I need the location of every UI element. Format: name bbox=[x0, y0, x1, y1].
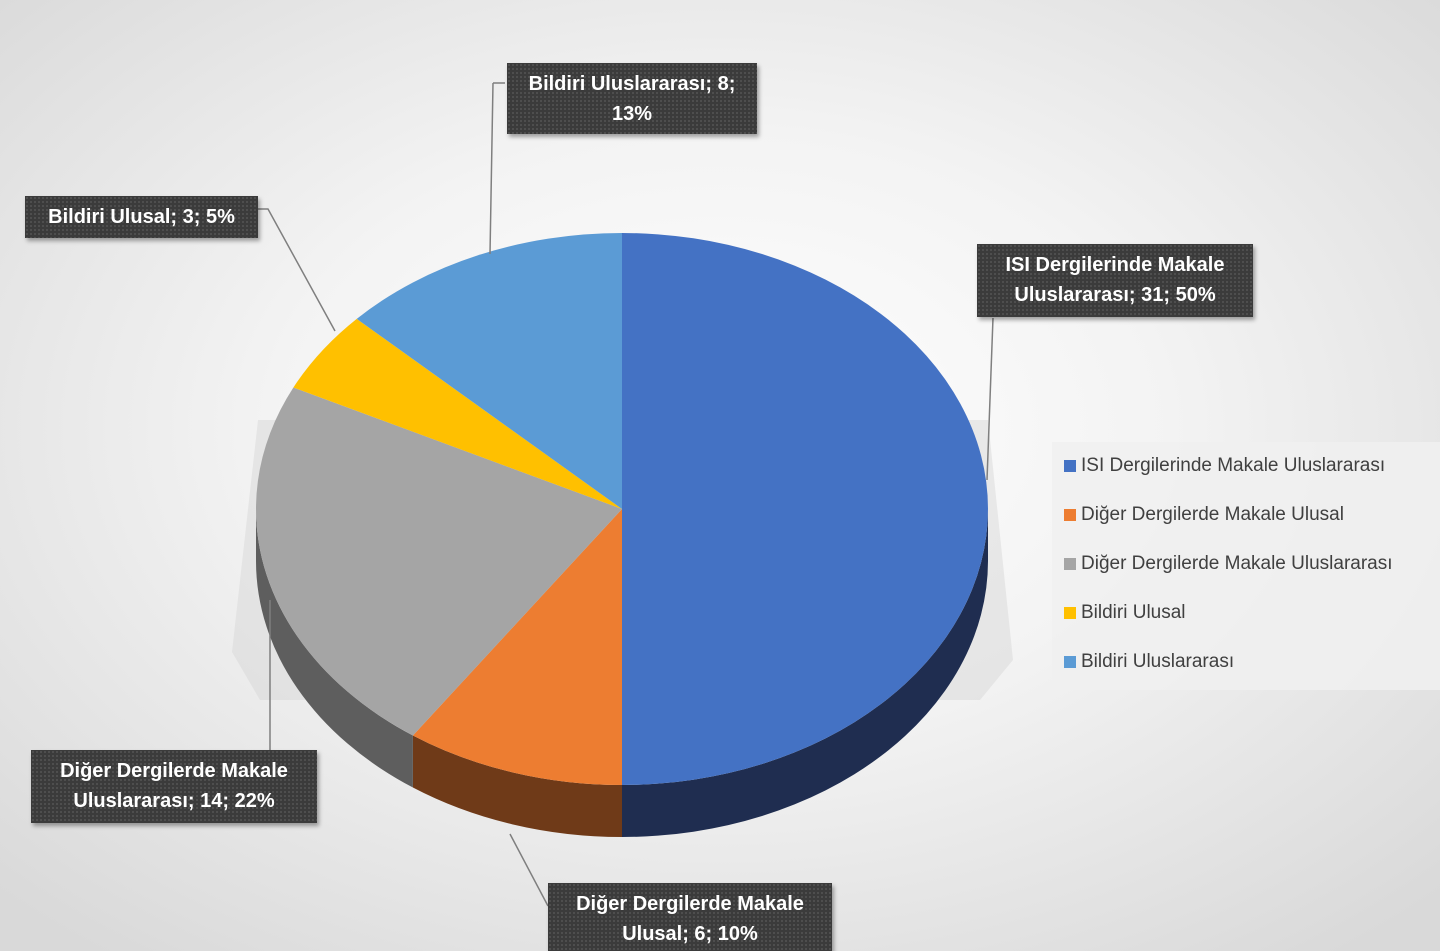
legend: ISI Dergilerinde Makale Uluslararası Diğ… bbox=[1052, 442, 1440, 690]
leader-line-1 bbox=[489, 82, 505, 255]
data-label-diger-ulusal: Diğer Dergilerde Makale Ulusal; 6; 10% bbox=[548, 883, 832, 951]
data-label-bildiri-uluslararasi: Bildiri Uluslararası; 8; 13% bbox=[507, 63, 757, 134]
legend-swatch bbox=[1064, 607, 1076, 619]
data-label-bildiri-ulusal: Bildiri Ulusal; 3; 5% bbox=[25, 196, 258, 238]
pie-slice-diger-dergilerde-makale-ulusal[interactable] bbox=[412, 509, 622, 785]
leader-line-2 bbox=[258, 208, 336, 332]
pie-slice-isi-dergilerinde-makale-uluslararasi[interactable] bbox=[622, 233, 988, 785]
legend-swatch bbox=[1064, 558, 1076, 570]
legend-label: Diğer Dergilerde Makale Ulusal bbox=[1081, 504, 1344, 525]
pie-slice-diger-dergilerde-makale-uluslararasi[interactable] bbox=[255, 387, 622, 736]
legend-item-bildiri-uluslararasi[interactable]: Bildiri Uluslararası bbox=[1064, 651, 1234, 673]
pie-slice-bildiri-uluslararasi[interactable] bbox=[356, 233, 622, 509]
data-label-diger-uluslararasi: Diğer Dergilerde Makale Uluslararası; 14… bbox=[31, 750, 317, 823]
leader-line-0 bbox=[986, 317, 994, 481]
legend-label: Bildiri Uluslararası bbox=[1081, 651, 1235, 672]
pie-sides bbox=[256, 509, 988, 837]
legend-item-bildiri-ulusal[interactable]: Bildiri Ulusal bbox=[1064, 602, 1186, 624]
data-label-isi-uluslararasi: ISI Dergilerinde Makale Uluslararası; 31… bbox=[977, 244, 1253, 317]
legend-item-isi-uluslararasi[interactable]: ISI Dergilerinde Makale Uluslararası bbox=[1064, 455, 1385, 477]
legend-swatch bbox=[1064, 509, 1076, 521]
legend-item-diger-uluslararasi[interactable]: Diğer Dergilerde Makale Uluslararası bbox=[1064, 553, 1393, 575]
legend-label: ISI Dergilerinde Makale Uluslararası bbox=[1081, 455, 1386, 476]
pie-tops bbox=[255, 233, 988, 785]
legend-swatch bbox=[1064, 460, 1076, 472]
legend-label: Bildiri Ulusal bbox=[1081, 602, 1186, 623]
pie-side-diger-dergilerde-makale-uluslararasi bbox=[256, 509, 413, 788]
pie-side-isi-dergilerinde-makale-uluslararasi bbox=[622, 509, 988, 837]
legend-label: Diğer Dergilerde Makale Uluslararası bbox=[1081, 553, 1393, 574]
legend-item-diger-ulusal[interactable]: Diğer Dergilerde Makale Ulusal bbox=[1064, 504, 1344, 526]
leader-line-4 bbox=[509, 833, 549, 907]
pie-slice-bildiri-ulusal[interactable] bbox=[293, 318, 622, 509]
pie-side-diger-dergilerde-makale-ulusal bbox=[412, 735, 622, 837]
legend-swatch bbox=[1064, 656, 1076, 668]
